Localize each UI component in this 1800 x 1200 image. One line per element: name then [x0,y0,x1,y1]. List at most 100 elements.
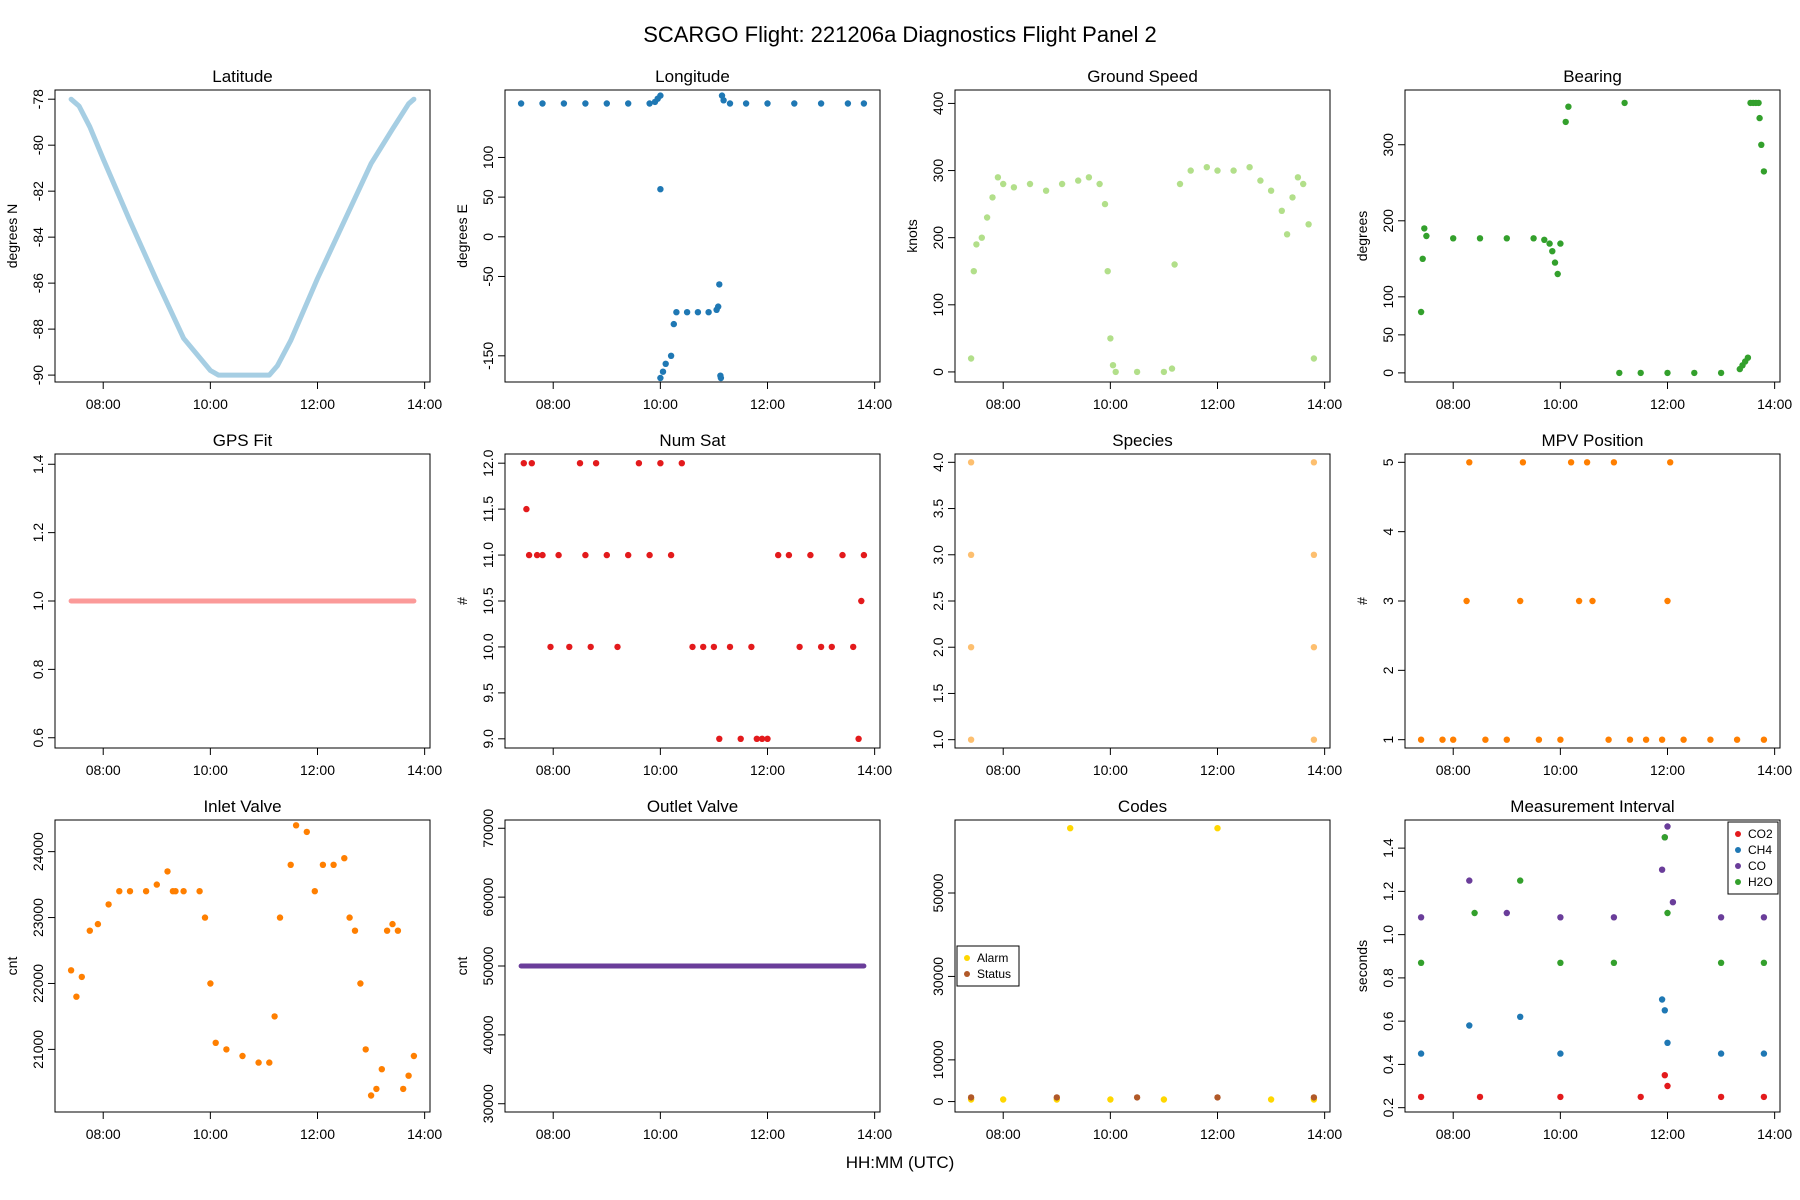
panel-longitude-series-0-point [662,360,669,367]
panel-codes-series-alarm-point [1160,1096,1168,1103]
panel-ground-speed-series-0-point [1176,180,1184,188]
panel-longitude-x-tick-label: 14:00 [857,396,892,412]
panel-measurement-interval-legend-swatch [1735,879,1741,885]
panel-measurement-interval-series-co-point [1610,914,1618,921]
panel-latitude-x-tick-label: 08:00 [86,396,121,412]
panel-measurement-interval-series-co-point [1669,899,1677,906]
panel-ground-speed-series-0-point [1010,184,1018,191]
panel-bearing-series-0-point [1554,270,1561,278]
panel-codes-y-tick-label: 0 [930,1097,946,1105]
panel-gps-fit-y-tick-label: 1.2 [30,523,46,543]
panel-codes-legend-label: Alarm [977,951,1008,965]
panel-longitude-series-0-point [717,374,725,382]
panel-ground-speed-series-0-point [1257,177,1264,184]
panel-inlet-valve-series-0-point [373,1085,380,1093]
panel-species-y-tick-label: 4.0 [930,452,946,472]
panel-inlet-valve-ylabel: cnt [4,957,20,976]
panel-latitude-y-tick-label: -86 [30,273,46,293]
panel-measurement-interval-x-tick-label: 14:00 [1757,1126,1792,1142]
panel-mpv-position: MPV Position 08:00 10:00 12:00 14:00 1 2 3 4 5 # [1354,431,1792,778]
panel-num-sat-title: Num Sat [659,431,725,450]
panel-latitude-title: Latitude [212,67,273,86]
panel-inlet-valve-series-0-point [255,1059,262,1066]
panel-num-sat-series-0-point [520,460,527,467]
panel-measurement-interval-series-co2-point [1476,1093,1484,1101]
panel-species: Species 08:00 10:00 12:00 14:00 1.0 1.5 2.0 2.5 3… [930,431,1342,778]
panel-measurement-interval-series-ch4-point [1517,1013,1524,1020]
panel-mpv-position-series-0-point [1707,736,1714,743]
panel-ground-speed-series-0-point [973,241,980,248]
panel-num-sat-series-0-point [855,735,862,742]
panel-num-sat-series-0-point [667,551,675,559]
panel-inlet-valve-series-0-point [405,1072,412,1079]
panel-codes-series-alarm-point [1214,825,1221,832]
panel-num-sat-series-0-point [748,643,755,651]
panel-measurement-interval-series-h2o-point [1664,909,1671,917]
panel-bearing: Bearing 08:00 10:00 12:00 14:00 0 50 100 200 300 d… [1354,67,1792,412]
panel-num-sat-series-0-point [539,551,546,559]
panel-measurement-interval-series-co2-point [1717,1093,1725,1101]
panel-measurement-interval-legend-label: CH4 [1748,843,1772,857]
panel-longitude-series-0-point [670,320,677,328]
panel-inlet-valve-series-0-point [223,1046,230,1053]
panel-num-sat-series-0-point [860,551,868,559]
panel-codes-series-status-point [1214,1094,1221,1101]
panel-measurement-interval-series-co2-point [1417,1093,1425,1101]
panel-species-y-tick-label: 1.0 [930,730,946,750]
panel-measurement-interval-legend-swatch [1735,847,1741,853]
panel-num-sat-series-0-point [716,735,723,742]
panel-num-sat-series-0-point [710,643,718,651]
panel-measurement-interval-series-co2-point [1760,1093,1768,1101]
panel-measurement-interval-series-co-point [1658,866,1666,873]
panel-bearing-y-tick-label: 0 [1380,369,1396,377]
panel-ground-speed-series-0-point [1160,368,1168,376]
panel-inlet-valve-series-0-point [389,920,396,928]
panel-inlet-valve-series-0-point [303,828,310,836]
panel-gps-fit-y-tick-label: 0.8 [30,659,46,679]
panel-species-frame [954,453,1331,749]
panel-longitude-series-0-point [817,100,825,107]
panel-num-sat-series-0-point [689,643,696,651]
panel-num-sat-series-0-point [817,643,825,651]
panel-species-series-3-point [967,459,975,466]
panel-mpv-position-series-0-point [1557,736,1564,743]
panel-outlet-valve-ylabel: cnt [454,957,470,976]
panel-codes-x-tick-label: 08:00 [986,1126,1021,1142]
panel-mpv-position-x-tick-label: 14:00 [1757,762,1792,778]
panel-bearing-series-0-point [1557,240,1564,247]
panel-inlet-valve-series-0-point [394,927,402,934]
panel-latitude: Latitude 08:00 10:00 12:00 14:00 -90 -88 -86 -84… [4,67,442,412]
panel-ground-speed-series-0-point [1267,187,1275,194]
panel-ground-speed-title: Ground Speed [1087,67,1198,86]
panel-num-sat-series-0-point [614,643,621,651]
panel-ground-speed: Ground Speed 08:00 10:00 12:00 14:00 0 100 200 3… [904,67,1342,412]
panel-measurement-interval-series-co2-point [1661,1072,1669,1079]
panel-gps-fit-title: GPS Fit [213,431,273,450]
panel-measurement-interval-series-co-point [1466,877,1473,884]
panel-inlet-valve-series-0-point [207,980,214,987]
panel-longitude-series-0-point [673,309,680,316]
panel-longitude-series-0-point [582,100,589,107]
panel-ground-speed-series-0-point [1096,180,1103,188]
panel-latitude-ylabel: degrees N [4,204,20,269]
panel-num-sat-frame [504,453,881,749]
panel-latitude-y-tick-label: -78 [30,89,46,109]
panel-num-sat-series-0-point [764,735,771,742]
panel-species-series-2-point [1310,551,1318,558]
panel-inlet-valve-series-0-point [266,1059,273,1066]
panel-num-sat-y-tick-label: 12.0 [480,449,496,476]
panel-inlet-valve-series-0-point [67,967,75,974]
panel-num-sat-series-0-point [547,643,554,651]
panel-longitude-series-0-point [742,100,750,107]
panel-ground-speed-series-0-point [1042,187,1050,194]
panel-longitude-series-0-point [517,100,525,107]
panel-measurement-interval-series-co-point [1503,909,1511,917]
panel-measurement-interval-x-tick-label: 12:00 [1650,1126,1685,1142]
panel-num-sat-series-0-point [576,460,584,467]
panel-num-sat-series-0-point [678,460,685,467]
panel-species-y-tick-label: 3.5 [930,499,946,519]
panel-codes-legend-box [956,945,1020,987]
figure-title: SCARGO Flight: 221206a Diagnostics Fligh… [643,22,1157,47]
panel-ground-speed-series-0-point [1104,268,1111,275]
panel-mpv-position-series-0-point [1680,736,1687,743]
